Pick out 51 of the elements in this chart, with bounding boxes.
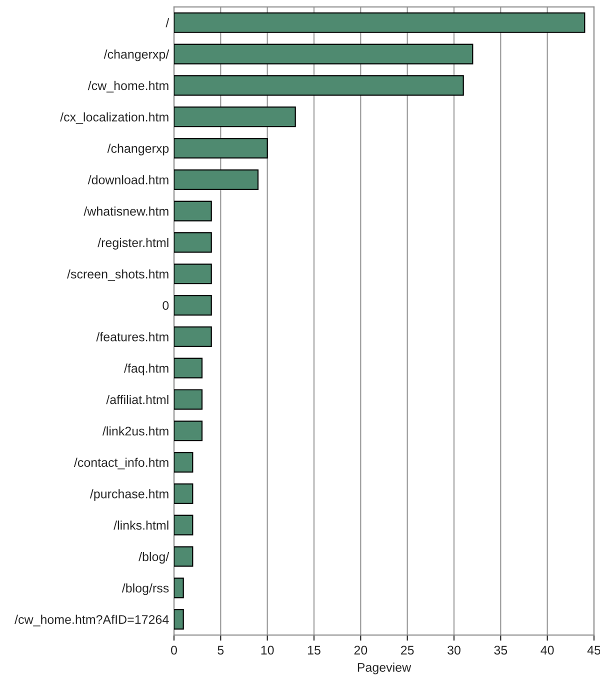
y-tick-label: /	[166, 18, 170, 28]
y-tick-label: /screen_shots.htm	[67, 269, 168, 281]
y-tick-label: /blog/rss	[122, 583, 169, 596]
x-tick-label: 30	[448, 646, 460, 655]
x-tick-label: 10	[261, 646, 274, 655]
y-tick-label: 0	[162, 301, 169, 310]
y-tick-label: /link2us.htm	[102, 426, 168, 436]
x-tick-label: 25	[401, 646, 414, 655]
bar	[174, 232, 212, 253]
x-tick-label: 35	[494, 646, 508, 655]
x-tick-label: 40	[540, 646, 554, 655]
y-tick-label: /cw_home.htm	[88, 80, 168, 92]
y-tick-label: /contact_info.htm	[74, 458, 168, 470]
y-tick-label: /download.htm	[88, 175, 168, 184]
bar	[174, 169, 259, 190]
bar	[174, 264, 212, 284]
y-tick-label: /affiliat.html	[106, 394, 168, 404]
x-tick-label: 15	[308, 646, 320, 655]
y-tick-label: /faq.htm	[124, 364, 168, 376]
x-tick-label: 20	[354, 646, 368, 655]
bar	[174, 138, 268, 159]
y-tick-label: /cw_home.htm?AfID=17264	[14, 614, 169, 626]
bar	[174, 452, 194, 473]
bar	[174, 106, 296, 128]
bar	[174, 578, 184, 598]
y-tick-label: /features.htm	[96, 332, 168, 342]
x-axis-title: Pageview	[358, 662, 412, 674]
x-tick-label: 45	[587, 646, 600, 655]
x-tick-label: 5	[218, 646, 224, 655]
y-tick-label: /register.html	[98, 238, 168, 250]
y-tick-label: /whatisnew.htm	[84, 206, 168, 216]
y-tick-label: /blog/	[138, 552, 170, 564]
bar	[174, 294, 212, 316]
bar	[174, 546, 194, 567]
bar	[174, 326, 212, 347]
bar	[174, 75, 464, 96]
bar	[174, 609, 184, 630]
bar	[174, 420, 203, 442]
y-tick-label: /links.html	[114, 520, 168, 530]
y-tick-label: /changerxp	[107, 144, 169, 156]
bar	[174, 483, 194, 504]
bar	[174, 358, 203, 378]
bar	[174, 389, 203, 410]
bar	[174, 200, 212, 222]
bar	[174, 44, 474, 64]
y-tick-label: /changerxp/	[104, 50, 170, 62]
bar	[174, 514, 194, 536]
y-tick-label: /cx_localization.htm	[60, 112, 168, 124]
x-tick-label: 0	[171, 646, 177, 655]
y-tick-label: /purchase.htm	[90, 489, 168, 501]
bar	[174, 12, 586, 33]
